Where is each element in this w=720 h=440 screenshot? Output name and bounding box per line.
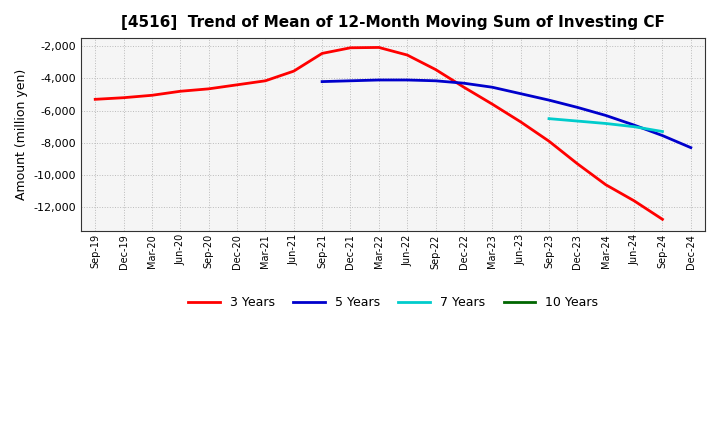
Y-axis label: Amount (million yen): Amount (million yen)	[15, 69, 28, 200]
Legend: 3 Years, 5 Years, 7 Years, 10 Years: 3 Years, 5 Years, 7 Years, 10 Years	[184, 291, 603, 314]
Title: [4516]  Trend of Mean of 12-Month Moving Sum of Investing CF: [4516] Trend of Mean of 12-Month Moving …	[121, 15, 665, 30]
